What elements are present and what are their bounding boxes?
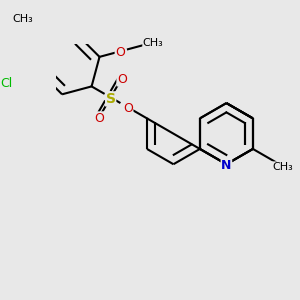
Text: O: O: [123, 102, 133, 116]
Text: CH₃: CH₃: [13, 14, 34, 24]
Text: O: O: [115, 46, 125, 59]
Text: CH₃: CH₃: [143, 38, 164, 49]
Text: CH₃: CH₃: [272, 162, 293, 172]
Text: O: O: [94, 112, 104, 125]
Text: O: O: [117, 73, 127, 86]
Text: S: S: [106, 92, 116, 106]
Text: Cl: Cl: [0, 77, 12, 90]
Text: N: N: [221, 159, 232, 172]
